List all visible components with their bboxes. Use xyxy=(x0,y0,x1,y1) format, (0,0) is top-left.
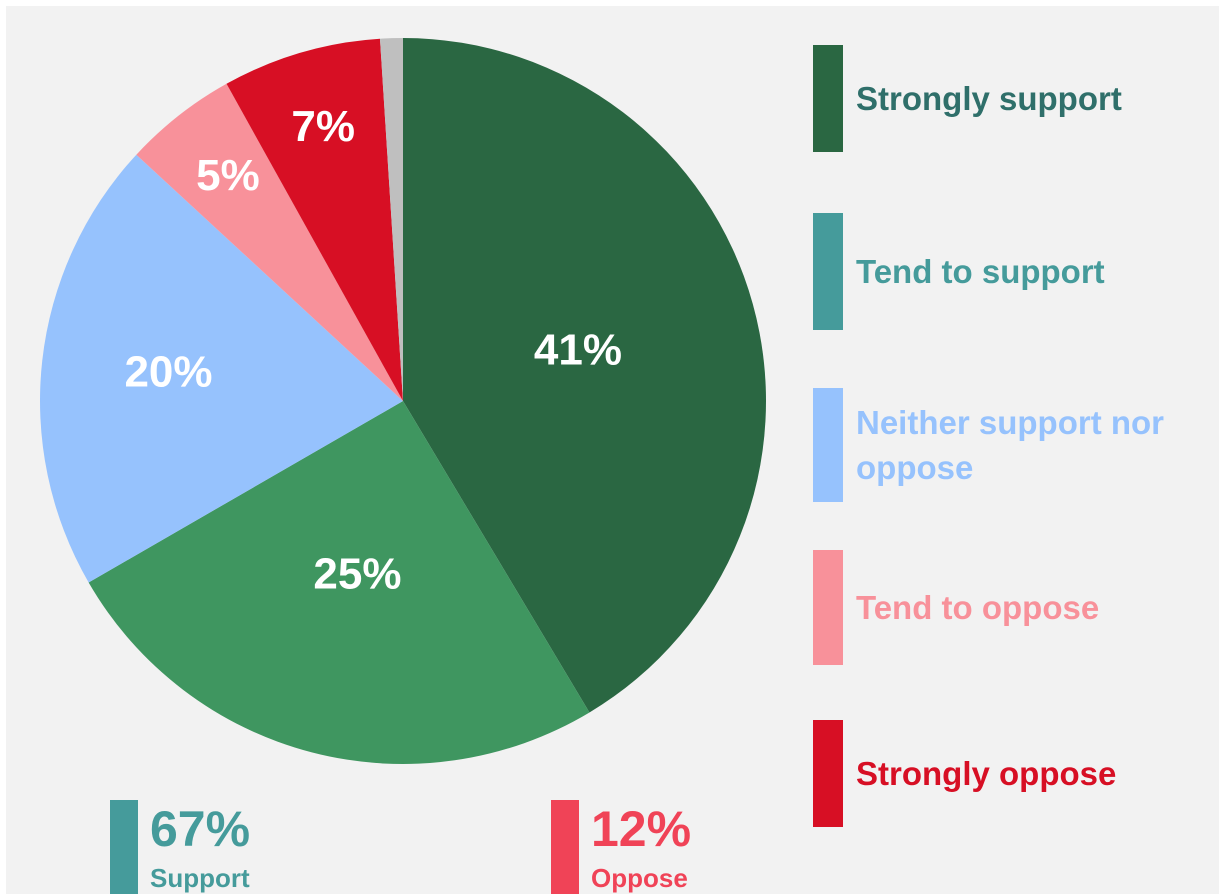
summary-name: Oppose xyxy=(591,863,688,893)
slice-label: 7% xyxy=(291,102,355,151)
legend-swatch xyxy=(813,720,843,827)
slice-label: 41% xyxy=(534,325,622,374)
legend-swatch xyxy=(813,550,843,665)
slice-label: 5% xyxy=(196,151,260,200)
legend-label: Tend to oppose xyxy=(856,589,1100,626)
slice-label: 25% xyxy=(313,549,401,598)
summary-value: 12% xyxy=(591,801,692,857)
pie-slice xyxy=(88,401,590,765)
summary-bar xyxy=(110,800,138,894)
legend-swatch xyxy=(813,388,843,502)
pie-slice xyxy=(226,38,403,401)
slice-label: 20% xyxy=(124,347,212,396)
pie-slice xyxy=(403,38,767,713)
legend-label: Strongly support xyxy=(856,80,1122,117)
chart: 41% 25% 20% 5% 7% xyxy=(39,38,767,765)
pie-slice xyxy=(136,83,404,402)
summary-value: 67% xyxy=(150,801,251,857)
legend-label: Strongly oppose xyxy=(856,755,1117,792)
legend-swatch xyxy=(813,213,843,330)
legend-label: Neither support nor oppose xyxy=(856,404,1165,486)
legend-label: Tend to support xyxy=(856,253,1105,290)
pie-slice xyxy=(39,154,404,583)
summary-name: Support xyxy=(150,863,250,893)
legend-swatch xyxy=(813,45,843,152)
pie-slice xyxy=(379,38,403,401)
summary-bar xyxy=(551,800,579,894)
